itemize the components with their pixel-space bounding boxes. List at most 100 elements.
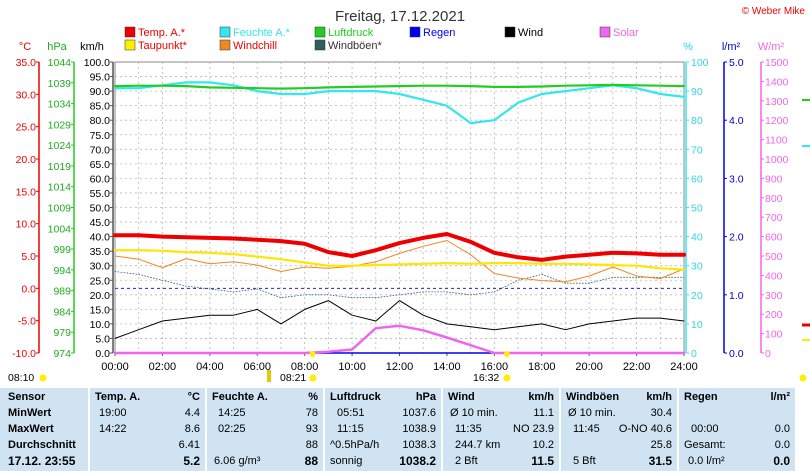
axis-units: °C hPa km/h% l/m² W/m² [19,41,785,53]
weather-forecast: sonnig [330,455,363,467]
wind-axis-label-13: 35.0 [90,246,111,258]
wind-axis-label-11: 45.0 [90,217,111,229]
humidity-axis-label-1: 90 [691,86,703,98]
pressure-axis-label-4: 1024 [48,140,72,152]
pressure-axis-label-3: 1029 [48,119,72,131]
legend-swatch-6 [124,39,136,51]
pressure-axis-label-2: 1034 [48,99,72,111]
humidity-max-time: 02:25 [218,423,246,435]
gust-max-time: 11:45 [573,423,600,435]
temp-unit: °C [187,391,200,403]
rain-unit-label: l/m² [722,41,741,53]
rain-max-time: 00:00 [691,423,719,435]
temp-avg-value: 6.41 [178,439,200,451]
time-label-12: 24:00 [670,361,698,373]
pressure-unit: hPa [415,391,436,403]
legend-swatch-5 [599,26,611,38]
rain-axis-label-0: 5.0 [729,57,744,69]
solar-axis-label-7: 800 [765,193,783,205]
humidity-avg-value: 88 [305,439,318,451]
chart-legend: Temp. A.* Feuchte A.* Luftdruck Regen Wind So… [124,26,639,52]
legend-label-0: Temp. A.* [138,27,186,39]
wind-avg10-value: 11.1 [533,407,554,419]
solar-axis-label-0: 1500 [765,57,789,69]
gust-max-value: O-NO 40.6 [618,423,672,435]
legend-label-1: Feuchte A.* [233,27,291,39]
legend-swatch-0 [124,26,136,38]
rain-axis-label-5: 0.0 [729,348,744,360]
time-label-6: 12:00 [386,361,414,373]
time-label-4: 08:00 [291,361,319,373]
time-label-5: 10:00 [338,361,366,373]
solar-axis-label-13: 200 [765,309,783,321]
wind-axis-label-6: 70.0 [90,144,111,156]
wind-max-time: 11:35 [455,423,482,435]
time-label-3: 06:00 [243,361,271,373]
right-edge-markers [802,99,810,341]
chart-title: Freitag, 17.12.2021 [335,8,465,25]
gust-avg10-label: Ø 10 min. [568,407,616,419]
humidity-unit-label: % [683,41,693,53]
avg-label: Durchschnitt [8,439,76,451]
temp-axis-label-0: 35.0 [16,57,37,69]
wind-axis-label-16: 20.0 [90,290,111,302]
time-label-0: 00:00 [101,361,129,373]
wind-axis-label-7: 65.0 [90,159,111,171]
sensor-column [0,388,88,471]
min-label: MinWert [8,407,52,419]
wind-column [443,388,559,471]
solar-axis-label-8: 700 [765,212,783,224]
temp-axis-label-6: 5.0 [21,251,36,263]
weather-chart: Freitag, 17.12.2021 © Weber Mike Temp. A… [8,6,810,384]
temp-axis-label-2: 25.0 [16,122,37,134]
humidity-max-value: 93 [305,423,318,435]
rain-axis-label-3: 2.0 [729,232,744,244]
temp-axis-label-7: 0.0 [21,283,36,295]
humidity-axis-label-7: 30 [691,261,703,273]
humidity-header: Feuchte A. [212,391,268,403]
wind-now-value: 11.5 [531,454,554,468]
time-label-7: 14:00 [433,361,461,373]
time-label-2: 04:00 [196,361,224,373]
pressure-header: Luftdruck [330,391,381,403]
stats-min-row: MinWert 19:00 4.4 14:25 78 05:51 1037.6 … [0,405,810,421]
stats-avg-row: Durchschnitt 6.41 88 ^0.5hPa/h 1038.3 24… [0,437,810,453]
humidity-axis-label-10: 0 [691,348,697,360]
wind-avg10-label: Ø 10 min. [450,407,498,419]
humidity-axis-label-8: 20 [691,290,703,302]
wind-axis-label-0: 100.0 [84,57,110,69]
pressure-min-value: 1037.6 [402,407,436,419]
pressure-axis-label-13: 979 [53,327,71,339]
stats-header-row: Sensor Temp. A. °C Feuchte A. % Luftdruc… [0,389,810,405]
temp-column [90,388,205,471]
pressure-max-value: 1038.9 [402,423,436,435]
time-label-11: 22:00 [623,361,651,373]
wind-axis-label-15: 25.0 [90,275,111,287]
wind-avg-value: 10.2 [532,439,554,451]
solar-axis-label-11: 400 [765,270,783,282]
gust-beaufort: 5 Bft [573,455,596,467]
gust-now-value: 31.5 [648,454,672,468]
solar-axis-label-9: 600 [765,232,783,244]
sunset-icon [503,374,511,382]
sensor-header: Sensor [8,391,46,403]
pressure-axis-label-0: 1044 [48,57,72,69]
wind-beaufort: 2 Bft [455,455,478,467]
legend-label-3: Regen [423,27,455,39]
legend-swatch-7 [219,39,231,51]
solar-axis-label-6: 900 [765,173,783,185]
legend-swatch-8 [314,39,326,51]
humidity-axis-label-0: 100 [691,57,709,69]
wind-axis-label-12: 40.0 [90,232,111,244]
noon-label: 08:21 [280,372,306,384]
grid-lines [115,62,684,353]
gust-header: Windböen [566,391,620,403]
rain-total-value: 0.0 [774,439,790,451]
sunset-dot [503,351,510,357]
gust-avg-value: 25.8 [650,439,672,451]
sunset-label: 16:32 [473,372,499,384]
rain-unit: l/m² [770,391,790,403]
wind-axis-label-19: 5.0 [95,333,110,345]
humidity-axis-label-2: 80 [691,115,703,127]
rain-max-value: 0.0 [774,423,790,435]
